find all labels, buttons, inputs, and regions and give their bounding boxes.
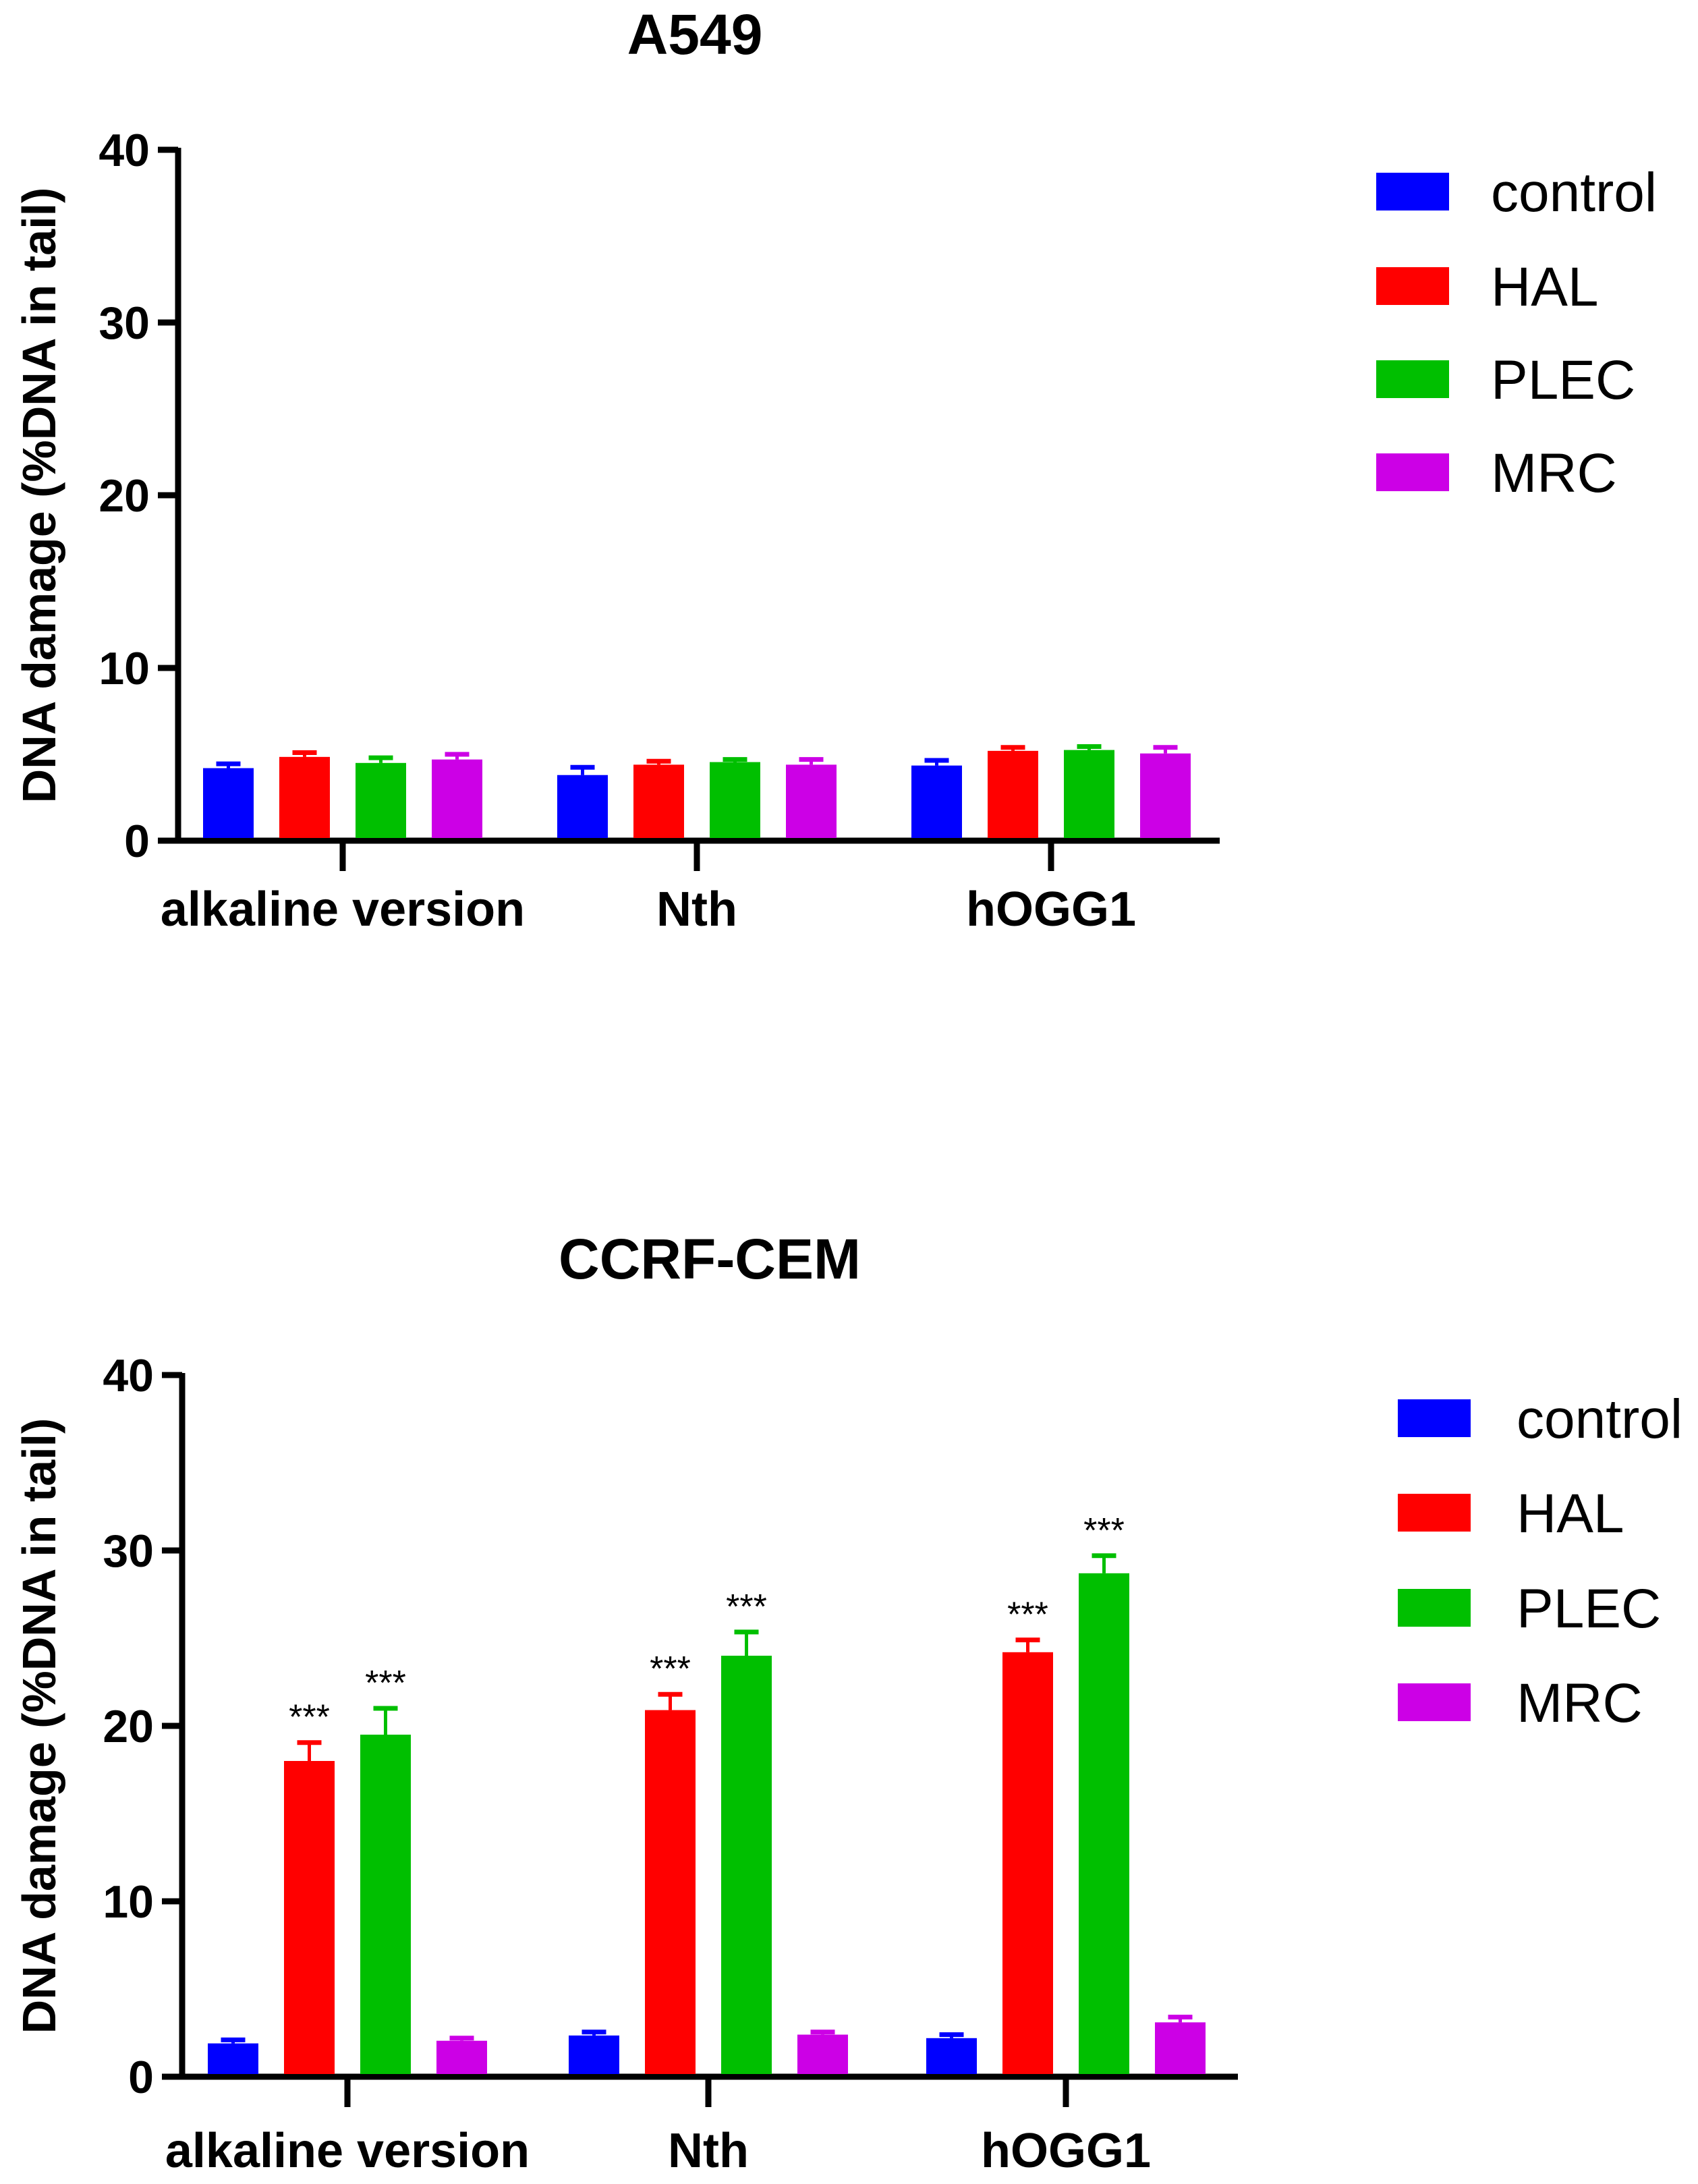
bar-HAL-2	[988, 750, 1038, 838]
bar-PLEC-0	[356, 762, 406, 838]
legend-swatch	[1398, 1683, 1471, 1721]
bar-PLEC-0	[360, 1735, 411, 2074]
y-tick-label: 0	[128, 2052, 154, 2103]
bar-MRC-1	[786, 764, 837, 838]
y-axis-label: DNA damage (%DNA in tail)	[13, 188, 65, 804]
legend-swatch	[1376, 453, 1449, 491]
significance-label: ***	[365, 1664, 406, 1703]
legend-swatch	[1398, 1589, 1471, 1627]
y-tick-label: 30	[103, 1525, 154, 1577]
bar-PLEC-1	[710, 762, 760, 838]
bar-PLEC-2	[1079, 1573, 1129, 2074]
bar-MRC-0	[436, 2040, 487, 2074]
bar-control-2	[911, 765, 962, 838]
bar-HAL-0	[284, 1761, 335, 2074]
legend-swatch	[1376, 360, 1449, 398]
y-tick-label: 10	[98, 643, 150, 694]
legend-label: MRC	[1517, 1673, 1643, 1734]
legend-label: control	[1491, 162, 1657, 223]
chart-title: A549	[627, 3, 763, 66]
legend-label: MRC	[1491, 443, 1617, 504]
significance-label: ***	[1007, 1596, 1048, 1635]
bar-MRC-0	[432, 759, 482, 838]
bar-MRC-1	[797, 2034, 848, 2074]
bar-control-1	[569, 2035, 619, 2074]
legend-swatch	[1398, 1494, 1471, 1532]
y-axis-label: DNA damage (%DNA in tail)	[13, 1418, 65, 2034]
bar-HAL-1	[645, 1710, 696, 2074]
significance-label: ***	[726, 1588, 767, 1627]
bar-PLEC-2	[1064, 750, 1114, 838]
bar-HAL-2	[1002, 1652, 1053, 2074]
significance-label: ***	[289, 1698, 330, 1737]
x-tick-label: hOGG1	[981, 2124, 1151, 2178]
chart-1: CCRF-CEM 0 10 20 30 40 DNA damage (%DNA in tai…	[13, 1227, 1682, 2178]
y-tick-label: 20	[103, 1701, 154, 1752]
y-tick-label: 20	[98, 470, 150, 522]
bar-control-0	[203, 768, 254, 838]
bar-MRC-2	[1155, 2022, 1206, 2074]
y-tick-label: 0	[124, 816, 150, 867]
significance-label: ***	[1083, 1511, 1125, 1550]
chart-0: A549 0 10 20 30 40 DNA damage (%DNA in tail) al…	[13, 3, 1657, 936]
bar-control-1	[557, 775, 608, 838]
x-tick-label: alkaline version	[161, 883, 525, 936]
legend-label: PLEC	[1517, 1578, 1661, 1640]
bar-control-0	[208, 2043, 258, 2074]
legend-label: HAL	[1517, 1483, 1624, 1544]
legend-label: control	[1517, 1389, 1682, 1450]
bar-control-2	[926, 2038, 977, 2074]
legend-swatch	[1376, 267, 1449, 305]
y-tick-label: 40	[103, 1350, 154, 1401]
bar-HAL-1	[633, 764, 684, 838]
legend-swatch	[1376, 173, 1449, 211]
x-tick-label: hOGG1	[966, 883, 1136, 936]
chart-title: CCRF-CEM	[559, 1227, 861, 1291]
x-tick-label: alkaline version	[165, 2124, 530, 2178]
legend-label: HAL	[1491, 256, 1599, 318]
legend-label: PLEC	[1491, 349, 1635, 411]
legend-swatch	[1398, 1399, 1471, 1437]
x-tick-label: Nth	[656, 883, 737, 936]
bar-MRC-2	[1140, 753, 1191, 838]
y-tick-label: 30	[98, 298, 150, 349]
y-tick-label: 10	[103, 1876, 154, 1928]
bar-PLEC-1	[721, 1656, 772, 2074]
x-tick-label: Nth	[668, 2124, 749, 2178]
y-tick-label: 40	[98, 125, 150, 176]
significance-label: ***	[650, 1650, 691, 1689]
bar-HAL-0	[279, 756, 330, 838]
